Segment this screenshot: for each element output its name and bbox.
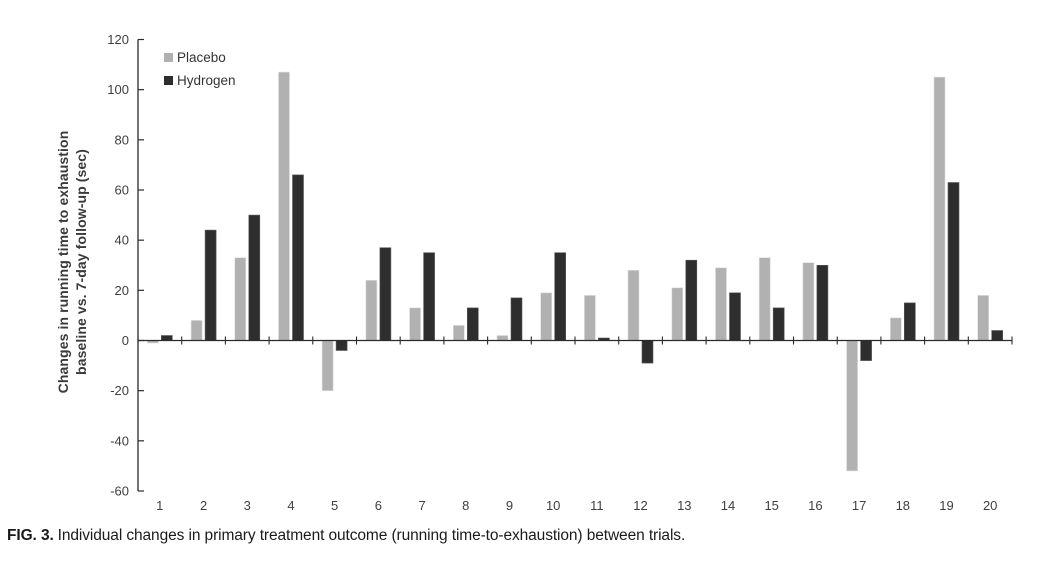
- bar-hydrogen-trial-14: [729, 292, 741, 341]
- y-tick-label--20: -20: [110, 383, 129, 398]
- bar-placebo-trial-19: [933, 76, 946, 341]
- x-tick-label-7: 7: [418, 498, 425, 513]
- bar-hydrogen-trial-13: [685, 259, 698, 341]
- bar-placebo-trial-6: [365, 279, 378, 341]
- bar-hydrogen-trial-5: [335, 340, 348, 351]
- y-tick-label--40: -40: [110, 433, 129, 448]
- bar-hydrogen-trial-7: [423, 252, 435, 341]
- bar-hydrogen-trial-2: [204, 229, 217, 341]
- y-tick-label--60: -60: [110, 484, 129, 499]
- y-tick-label-40: 40: [115, 233, 129, 248]
- bar-placebo-trial-12: [627, 269, 640, 341]
- bar-hydrogen-trial-4: [292, 174, 304, 341]
- x-tick-label-18: 18: [896, 498, 910, 513]
- y-tick-label-120: 120: [107, 32, 129, 47]
- y-tick-label-100: 100: [107, 82, 129, 97]
- bar-hydrogen-trial-9: [510, 297, 523, 341]
- bar-placebo-trial-9: [496, 335, 509, 341]
- bar-placebo-trial-17: [846, 340, 858, 472]
- legend-swatch-placebo-icon: [164, 53, 173, 62]
- bar-hydrogen-trial-16: [816, 264, 829, 341]
- bar-hydrogen-trial-1: [161, 335, 173, 341]
- bar-placebo-trial-11: [584, 295, 596, 341]
- bar-hydrogen-trial-20: [991, 330, 1004, 341]
- x-tick-label-19: 19: [939, 498, 953, 513]
- bar-hydrogen-trial-12: [641, 340, 654, 364]
- x-tick-label-15: 15: [764, 498, 778, 513]
- bar-placebo-trial-2: [190, 320, 203, 341]
- x-tick-label-11: 11: [590, 498, 604, 513]
- bar-hydrogen-trial-19: [947, 182, 960, 341]
- y-tick-label-0: 0: [122, 333, 129, 348]
- x-tick-label-10: 10: [546, 498, 560, 513]
- figure-caption-text: Individual changes in primary treatment …: [57, 527, 686, 544]
- bar-hydrogen-trial-18: [903, 302, 916, 341]
- x-tick-label-13: 13: [677, 498, 691, 513]
- x-tick-label-3: 3: [244, 498, 251, 513]
- legend-label-placebo: Placebo: [177, 50, 226, 65]
- x-tick-label-5: 5: [331, 498, 338, 513]
- bar-placebo-trial-4: [278, 71, 290, 341]
- bar-placebo-trial-3: [234, 257, 247, 341]
- x-tick-label-6: 6: [375, 498, 382, 513]
- x-tick-label-20: 20: [983, 498, 997, 513]
- bar-placebo-trial-8: [452, 325, 465, 341]
- x-tick-label-16: 16: [808, 498, 822, 513]
- bar-placebo-trial-5: [321, 340, 334, 392]
- bar-hydrogen-trial-10: [554, 252, 567, 341]
- bar-hydrogen-trial-15: [772, 307, 785, 341]
- y-tick-label-60: 60: [115, 183, 129, 198]
- bar-placebo-trial-16: [802, 262, 815, 341]
- x-tick-label-1: 1: [156, 498, 163, 513]
- x-tick-label-12: 12: [633, 498, 647, 513]
- bar-placebo-trial-10: [540, 292, 553, 341]
- legend-swatch-hydrogen-icon: [164, 76, 173, 85]
- x-tick-label-4: 4: [287, 498, 294, 513]
- x-tick-label-14: 14: [721, 498, 735, 513]
- legend-label-hydrogen: Hydrogen: [177, 73, 236, 88]
- y-tick-label-80: 80: [115, 132, 129, 147]
- x-tick-label-9: 9: [506, 498, 513, 513]
- bar-placebo-trial-14: [715, 267, 727, 341]
- bar-hydrogen-trial-3: [248, 214, 261, 341]
- bar-placebo-trial-7: [409, 307, 421, 341]
- x-tick-label-17: 17: [852, 498, 866, 513]
- bar-placebo-trial-13: [671, 287, 684, 341]
- bar-hydrogen-trial-17: [860, 340, 872, 361]
- bar-hydrogen-trial-8: [466, 307, 479, 341]
- figure-caption: FIG. 3. Individual changes in primary tre…: [7, 527, 1027, 545]
- x-tick-label-8: 8: [462, 498, 469, 513]
- x-tick-label-2: 2: [200, 498, 207, 513]
- bar-placebo-trial-20: [977, 295, 990, 341]
- figure-caption-label: FIG. 3.: [7, 527, 54, 544]
- bar-hydrogen-trial-6: [379, 247, 392, 341]
- y-tick-label-20: 20: [115, 283, 129, 298]
- bar-placebo-trial-18: [889, 317, 902, 341]
- bar-placebo-trial-15: [758, 257, 771, 341]
